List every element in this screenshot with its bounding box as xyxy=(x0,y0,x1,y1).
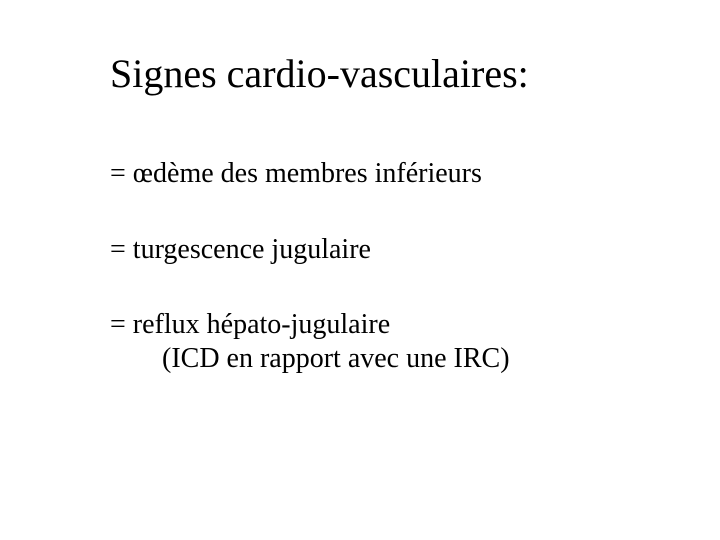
list-item: = turgescence jugulaire xyxy=(110,233,610,267)
slide-title: Signes cardio-vasculaires: xyxy=(110,50,610,97)
list-item: = reflux hépato-jugulaire (ICD en rappor… xyxy=(110,308,610,375)
slide-container: Signes cardio-vasculaires: = œdème des m… xyxy=(0,0,720,375)
list-item-text: = reflux hépato-jugulaire xyxy=(110,309,390,340)
list-item: = œdème des membres inférieurs xyxy=(110,157,610,191)
list-item-text: = œdème des membres inférieurs xyxy=(110,158,482,189)
list-item-text: = turgescence jugulaire xyxy=(110,234,371,265)
list-item-subtext: (ICD en rapport avec une IRC) xyxy=(110,343,510,374)
